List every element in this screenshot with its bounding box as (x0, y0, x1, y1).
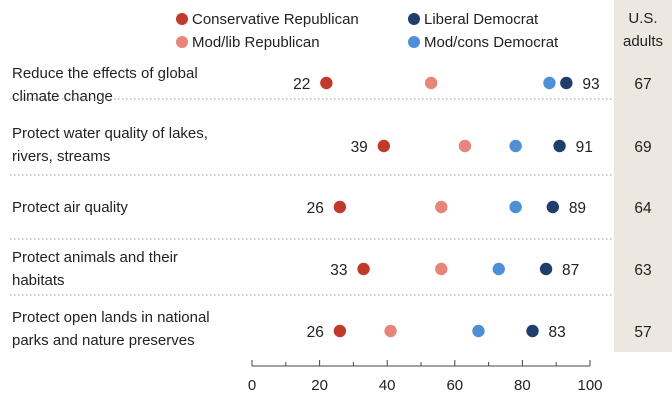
total-value: 69 (634, 139, 651, 156)
total-header-line: adults (623, 33, 663, 50)
x-axis: 0 20 40 60 80 100 (248, 360, 603, 394)
dot-mod-cons-democrat (509, 139, 522, 153)
legend-label-mod-cons-democrat: Mod/cons Democrat (424, 34, 559, 51)
total-column-background (614, 0, 672, 352)
value-label-conservative-republican: 22 (293, 76, 310, 93)
total-column-header: U.S. adults (623, 10, 663, 50)
legend-marker-liberal-democrat (408, 13, 420, 25)
dot-liberal-democrat (539, 262, 553, 276)
legend: Conservative Republican Mod/lib Republica… (176, 11, 559, 51)
category-label: rivers, streams (12, 148, 110, 165)
category-label: habitats (12, 272, 65, 289)
x-tick-label: 0 (248, 377, 256, 394)
chart-row: Protect open lands in national parks and … (10, 294, 652, 349)
dot-mod-cons-democrat (543, 76, 556, 90)
chart-row: Protect water quality of lakes, rivers, s… (10, 98, 652, 165)
category-label: Reduce the effects of global (12, 65, 198, 82)
dot-mod-cons-democrat (509, 200, 522, 214)
x-tick-label: 60 (446, 377, 463, 394)
chart-row: Reduce the effects of global climate chan… (12, 65, 652, 105)
dot-mod-lib-republican (435, 262, 448, 276)
dot-mod-lib-republican (435, 200, 448, 214)
dot-mod-cons-democrat (492, 262, 505, 276)
dot-mod-lib-republican (384, 324, 397, 338)
dot-mod-lib-republican (424, 76, 438, 90)
chart-row: Protect animals and their habitats 33 87 63 (10, 238, 652, 289)
category-label: climate change (12, 88, 113, 105)
total-value: 64 (634, 200, 652, 217)
dot-conservative-republican (333, 200, 347, 214)
value-label-conservative-republican: 26 (307, 324, 324, 341)
dot-mod-cons-democrat (472, 324, 485, 338)
dot-conservative-republican (377, 139, 391, 153)
legend-label-mod-lib-republican: Mod/lib Republican (192, 34, 320, 51)
value-label-liberal-democrat: 93 (582, 76, 599, 93)
value-label-conservative-republican: 39 (351, 139, 368, 156)
value-label-liberal-democrat: 83 (549, 324, 566, 341)
dot-conservative-republican (320, 76, 333, 90)
value-label-liberal-democrat: 91 (576, 139, 593, 156)
dot-liberal-democrat (546, 200, 560, 214)
dot-liberal-democrat (560, 76, 573, 90)
legend-label-liberal-democrat: Liberal Democrat (424, 11, 539, 28)
category-label: parks and nature preserves (12, 332, 195, 349)
category-label: Protect animals and their (12, 249, 178, 266)
value-label-conservative-republican: 33 (330, 262, 347, 279)
category-label: Protect water quality of lakes, (12, 125, 208, 142)
total-header-line: U.S. (628, 10, 657, 27)
value-label-liberal-democrat: 87 (562, 262, 579, 279)
chart-row: Protect air quality 26 89 64 (10, 174, 652, 217)
legend-label-conservative-republican: Conservative Republican (192, 11, 359, 28)
total-value: 57 (634, 324, 651, 341)
chart-rows: Reduce the effects of global climate chan… (10, 65, 652, 349)
x-tick-label: 80 (514, 377, 531, 394)
x-tick-label: 40 (379, 377, 396, 394)
dot-conservative-republican (333, 324, 347, 338)
legend-marker-mod-lib-republican (176, 36, 188, 48)
category-label: Protect open lands in national (12, 309, 210, 326)
category-label: Protect air quality (12, 199, 128, 216)
legend-marker-conservative-republican (176, 13, 188, 25)
dot-mod-lib-republican (458, 139, 472, 153)
dot-conservative-republican (357, 262, 370, 276)
value-label-liberal-democrat: 89 (569, 200, 586, 217)
dot-liberal-democrat (526, 324, 539, 338)
x-tick-label: 100 (577, 377, 602, 394)
x-tick-label: 20 (311, 377, 328, 394)
dot-liberal-democrat (553, 139, 566, 153)
total-value: 67 (634, 76, 651, 93)
total-value: 63 (634, 262, 651, 279)
legend-marker-mod-cons-democrat (408, 36, 420, 48)
value-label-conservative-republican: 26 (307, 200, 324, 217)
